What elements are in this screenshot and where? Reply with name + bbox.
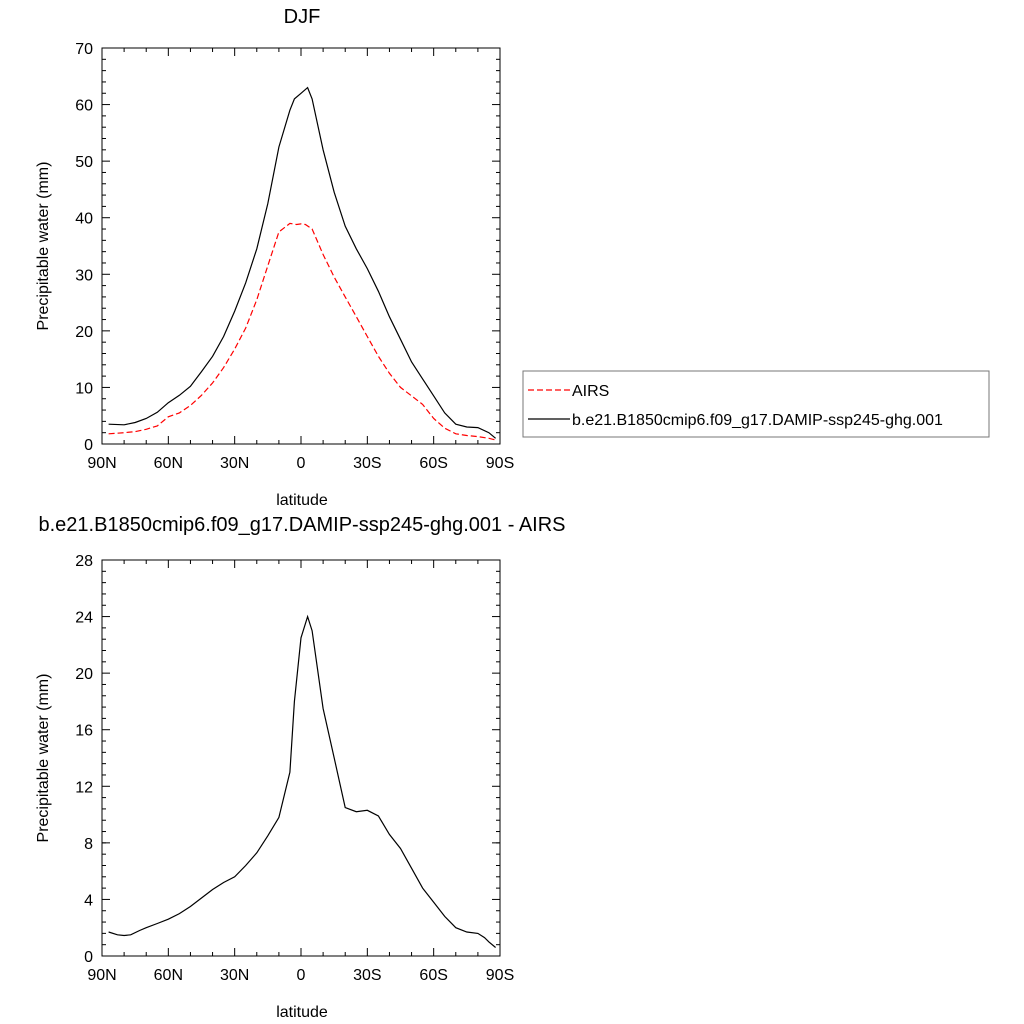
- top-x-tick-label: 30S: [353, 455, 381, 472]
- top-x-tick-label: 0: [297, 455, 306, 472]
- bottom-x-tick-label: 30S: [353, 967, 381, 984]
- bottom-x-tick-label: 60N: [154, 967, 183, 984]
- top-plot-frame: [101, 47, 501, 445]
- bottom-x-tick-label: 90S: [486, 967, 514, 984]
- top-y-axis-label: Precipitable water (mm): [35, 162, 52, 331]
- bottom-y-tick-label: 20: [75, 666, 93, 683]
- bottom-y-axis-label: Precipitable water (mm): [35, 674, 52, 843]
- top-x-tick-label: 60N: [154, 455, 183, 472]
- top-y-tick-label: 10: [75, 380, 93, 397]
- bottom-y-tick-label: 0: [84, 949, 93, 966]
- bottom-series-line-difference: [108, 614, 496, 948]
- bottom-y-tick-label: 24: [75, 610, 93, 627]
- bottom-chart: b.e21.B1850cmip6.f09_g17.DAMIP-ssp245-gh…: [35, 514, 566, 1021]
- legend-label-model: b.e21.B1850cmip6.f09_g17.DAMIP-ssp245-gh…: [572, 412, 943, 429]
- top-chart: DJF 0 10 20 30 40 50 60 70 90N 60N 30N 0…: [35, 6, 990, 509]
- bottom-tick-marks: [101, 559, 501, 957]
- top-y-tick-label: 70: [75, 41, 93, 58]
- top-x-tick-label: 90S: [486, 455, 514, 472]
- bottom-x-tick-label: 30N: [220, 967, 249, 984]
- bottom-x-tick-labels: 90N 60N 30N 0 30S 60S 90S: [87, 967, 514, 984]
- top-x-tick-label: 60S: [419, 455, 447, 472]
- bottom-chart-title: b.e21.B1850cmip6.f09_g17.DAMIP-ssp245-gh…: [39, 514, 566, 536]
- top-y-tick-labels: 0 10 20 30 40 50 60 70: [75, 41, 93, 454]
- top-series-line-model: [108, 86, 496, 439]
- top-series-line-airs: [108, 222, 496, 441]
- top-y-tick-label: 40: [75, 211, 93, 228]
- top-legend: AIRS b.e21.B1850cmip6.f09_g17.DAMIP-ssp2…: [522, 370, 990, 438]
- bottom-x-axis-label: latitude: [276, 1004, 328, 1021]
- bottom-x-tick-label: 0: [297, 967, 306, 984]
- bottom-y-tick-label: 28: [75, 553, 93, 570]
- top-y-tick-label: 20: [75, 324, 93, 341]
- bottom-y-tick-label: 4: [84, 892, 93, 909]
- bottom-plot-frame: [101, 559, 501, 957]
- legend-box: [522, 370, 990, 438]
- top-y-tick-label: 30: [75, 267, 93, 284]
- bottom-y-tick-label: 16: [75, 723, 93, 740]
- top-x-tick-label: 30N: [220, 455, 249, 472]
- bottom-series-lines: [108, 614, 496, 948]
- top-y-tick-label: 0: [84, 437, 93, 454]
- top-y-tick-label: 60: [75, 98, 93, 115]
- bottom-y-tick-labels: 0 4 8 12 16 20 24 28: [75, 553, 93, 966]
- top-y-tick-label: 50: [75, 154, 93, 171]
- top-series-lines: [108, 86, 496, 441]
- top-chart-title: DJF: [284, 6, 321, 28]
- bottom-x-tick-label: 90N: [87, 967, 116, 984]
- top-x-tick-labels: 90N 60N 30N 0 30S 60S 90S: [87, 455, 514, 472]
- legend-label-airs: AIRS: [572, 383, 609, 400]
- top-x-axis-label: latitude: [276, 492, 328, 509]
- bottom-y-tick-label: 8: [84, 836, 93, 853]
- top-x-tick-label: 90N: [87, 455, 116, 472]
- bottom-x-tick-label: 60S: [419, 967, 447, 984]
- top-tick-marks: [101, 47, 501, 445]
- bottom-y-tick-label: 12: [75, 779, 93, 796]
